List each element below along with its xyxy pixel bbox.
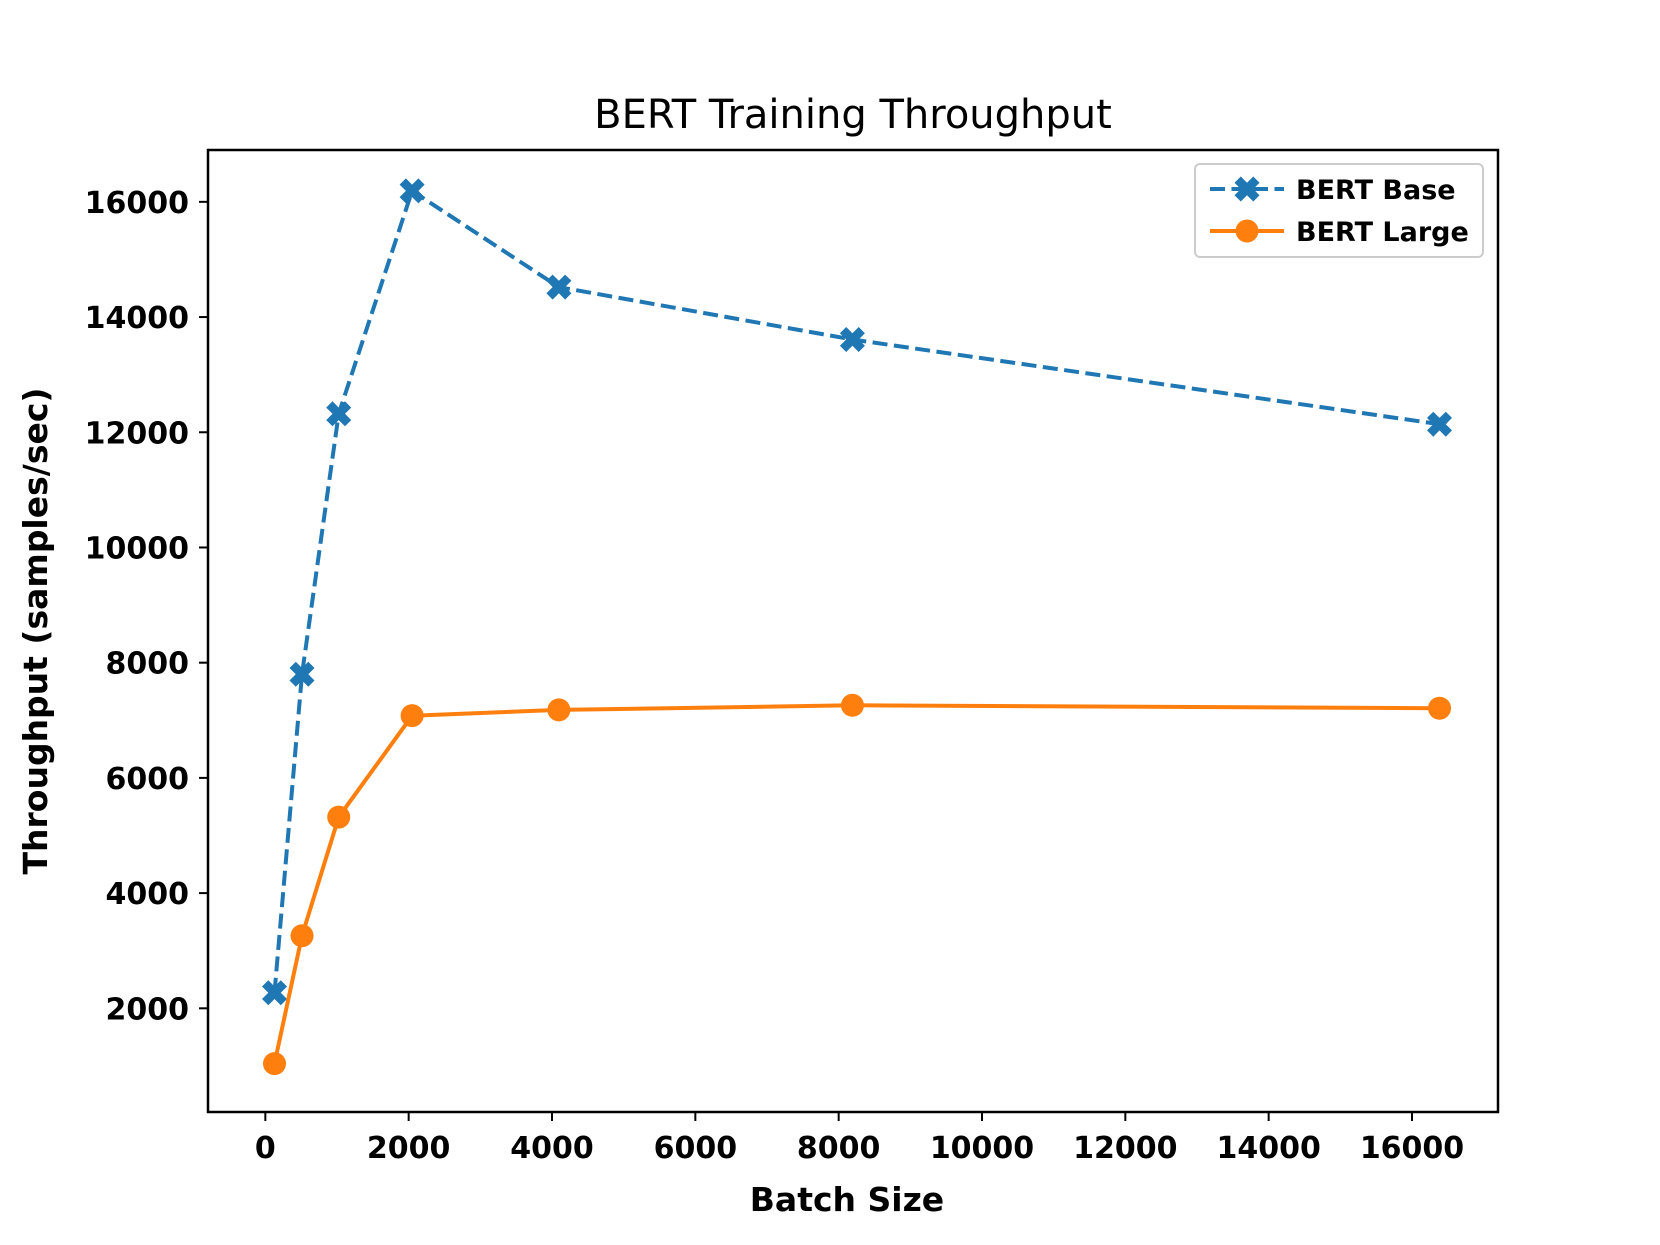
chart-title: BERT Training Throughput bbox=[594, 92, 1112, 138]
data-point-bert-base bbox=[1427, 411, 1452, 437]
y-tick-label: 2000 bbox=[106, 992, 190, 1027]
plot-area bbox=[262, 178, 1452, 1076]
y-axis-label: Throughput (samples/sec) bbox=[16, 388, 55, 875]
x-tick-label: 10000 bbox=[930, 1131, 1034, 1166]
legend: BERT Base BERT Large bbox=[1194, 163, 1484, 258]
series-line-bert-base bbox=[272, 188, 1440, 993]
y-tick-label: 14000 bbox=[85, 301, 189, 336]
x-tick-label: 14000 bbox=[1216, 1131, 1320, 1166]
data-point-bert-base bbox=[546, 274, 572, 300]
data-point-bert-large bbox=[840, 693, 864, 717]
legend-label-bert-large: BERT Large bbox=[1296, 217, 1469, 248]
x-tick-label: 12000 bbox=[1073, 1131, 1177, 1166]
legend-label-bert-base: BERT Base bbox=[1296, 175, 1456, 206]
legend-marker-bert-base bbox=[1234, 176, 1260, 202]
x-tick-label: 4000 bbox=[510, 1131, 594, 1166]
data-point-bert-large bbox=[400, 704, 424, 728]
data-point-bert-base bbox=[399, 178, 425, 204]
series-bert-base bbox=[262, 178, 1452, 1006]
legend-marker-bert-large bbox=[1235, 219, 1259, 243]
data-point-bert-base bbox=[326, 401, 352, 427]
x-tick-label: 0 bbox=[255, 1131, 276, 1166]
data-point-bert-large bbox=[327, 805, 351, 829]
y-tick-label: 12000 bbox=[85, 416, 189, 451]
data-point-bert-large bbox=[290, 924, 314, 948]
data-point-bert-large bbox=[1428, 696, 1452, 720]
data-point-bert-large bbox=[263, 1052, 287, 1076]
x-tick-label: 8000 bbox=[797, 1131, 881, 1166]
y-tick-label: 16000 bbox=[85, 186, 189, 221]
data-point-bert-base bbox=[262, 980, 287, 1006]
plot-frame bbox=[206, 148, 1500, 1114]
x-tick-label: 2000 bbox=[367, 1131, 451, 1166]
data-point-bert-base bbox=[839, 327, 865, 352]
y-tick-label: 4000 bbox=[106, 877, 190, 912]
data-point-bert-large bbox=[547, 698, 571, 722]
x-tick-label: 16000 bbox=[1360, 1131, 1464, 1166]
data-point-bert-base bbox=[289, 661, 315, 687]
series-bert-large bbox=[263, 693, 1452, 1076]
y-tick-label: 8000 bbox=[106, 647, 190, 682]
series-line-bert-large bbox=[272, 703, 1440, 1065]
y-tick-label: 6000 bbox=[106, 762, 190, 797]
x-tick-label: 6000 bbox=[654, 1131, 738, 1166]
x-axis: 0 2000 4000 6000 8000 10000 12000 14000 16000 bbox=[255, 1112, 1464, 1166]
y-axis: 2000 4000 6000 8000 10000 12000 14000 16000 bbox=[85, 186, 208, 1027]
x-axis-label: Batch Size bbox=[750, 1180, 944, 1219]
y-tick-label: 10000 bbox=[85, 531, 189, 566]
